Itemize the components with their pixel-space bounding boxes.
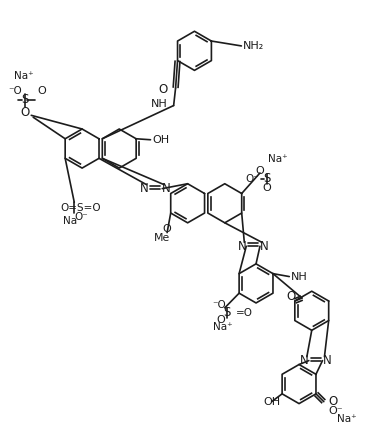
Text: O⁻: O⁻ — [245, 174, 259, 184]
Text: N: N — [300, 354, 309, 367]
Text: O: O — [37, 86, 46, 96]
Text: O: O — [255, 166, 264, 176]
Text: O: O — [286, 290, 295, 302]
Text: O: O — [21, 106, 30, 119]
Text: N: N — [162, 182, 171, 195]
Text: S: S — [22, 93, 29, 106]
Text: Me: Me — [154, 233, 170, 244]
Text: O: O — [158, 83, 168, 96]
Text: O: O — [328, 395, 338, 408]
Text: O⁻: O⁻ — [328, 407, 343, 416]
Text: NH₂: NH₂ — [243, 41, 265, 51]
Text: Na⁺: Na⁺ — [213, 322, 233, 332]
Text: S: S — [223, 306, 230, 319]
Text: N: N — [238, 240, 246, 253]
Text: OH: OH — [153, 135, 170, 145]
Text: N: N — [323, 354, 331, 367]
Text: =O: =O — [235, 308, 253, 318]
Text: N: N — [140, 182, 149, 195]
Text: Na: Na — [62, 216, 77, 226]
Text: Na⁺: Na⁺ — [14, 71, 33, 81]
Text: O=S=O: O=S=O — [61, 203, 101, 213]
Text: O⁻: O⁻ — [74, 212, 88, 222]
Text: O: O — [216, 315, 225, 324]
Text: O: O — [262, 183, 271, 192]
Text: S: S — [263, 172, 270, 185]
Text: OH: OH — [263, 397, 280, 407]
Text: ⁻O: ⁻O — [212, 300, 226, 310]
Text: NH: NH — [151, 99, 168, 109]
Text: Na⁺: Na⁺ — [338, 414, 357, 423]
Text: Na⁺: Na⁺ — [268, 154, 287, 164]
Text: ⁻O: ⁻O — [9, 86, 23, 96]
Text: O: O — [163, 224, 172, 233]
Text: N: N — [260, 240, 269, 253]
Text: NH: NH — [291, 272, 308, 282]
